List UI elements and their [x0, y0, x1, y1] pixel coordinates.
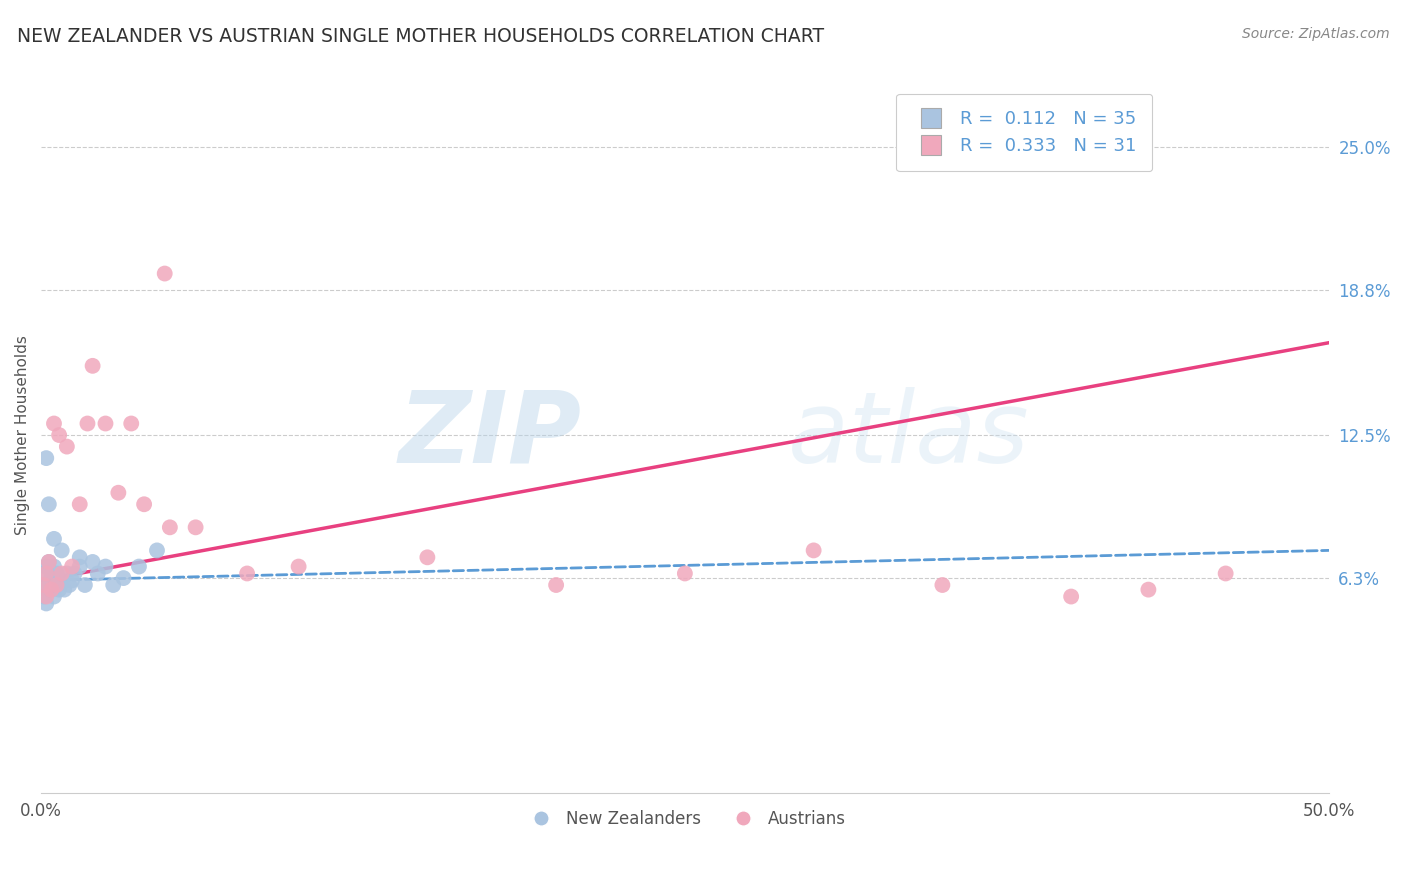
Point — [32, 578, 55, 592]
Point — [416, 550, 439, 565]
Point — [51, 566, 73, 581]
Point — [35, 559, 58, 574]
Point — [69, 550, 91, 565]
Point — [56, 566, 79, 581]
Point — [673, 566, 696, 581]
Point — [45, 578, 67, 592]
Point — [803, 543, 825, 558]
Legend: New Zealanders, Austrians: New Zealanders, Austrians — [517, 803, 852, 834]
Text: NEW ZEALANDER VS AUSTRIAN SINGLE MOTHER HOUSEHOLDS CORRELATION CHART: NEW ZEALANDER VS AUSTRIAN SINGLE MOTHER … — [17, 27, 824, 45]
Point — [82, 359, 104, 373]
Point — [35, 566, 58, 581]
Point — [87, 566, 110, 581]
Point — [51, 574, 73, 588]
Point — [184, 520, 207, 534]
Point — [69, 559, 91, 574]
Point — [153, 267, 176, 281]
Point — [32, 590, 55, 604]
Point — [35, 590, 58, 604]
Point — [38, 497, 60, 511]
Point — [128, 559, 150, 574]
Point — [132, 497, 155, 511]
Point — [69, 497, 91, 511]
Point — [76, 417, 98, 431]
Point — [120, 417, 142, 431]
Text: ZIP: ZIP — [399, 386, 582, 483]
Point — [236, 566, 259, 581]
Point — [73, 578, 96, 592]
Point — [35, 597, 58, 611]
Point — [51, 543, 73, 558]
Point — [42, 590, 65, 604]
Point — [38, 555, 60, 569]
Point — [94, 559, 117, 574]
Text: Source: ZipAtlas.com: Source: ZipAtlas.com — [1241, 27, 1389, 41]
Y-axis label: Single Mother Households: Single Mother Households — [15, 335, 30, 535]
Point — [38, 578, 60, 592]
Point — [32, 566, 55, 581]
Point — [53, 582, 76, 597]
Point — [41, 582, 63, 597]
Point — [287, 559, 309, 574]
Point — [546, 578, 568, 592]
Point — [42, 417, 65, 431]
Point — [159, 520, 181, 534]
Point — [35, 582, 58, 597]
Point — [931, 578, 953, 592]
Point — [60, 559, 83, 574]
Point — [48, 582, 70, 597]
Point — [1215, 566, 1237, 581]
Point — [32, 578, 55, 592]
Point — [94, 417, 117, 431]
Point — [58, 578, 80, 592]
Point — [42, 559, 65, 574]
Point — [41, 582, 63, 597]
Point — [38, 555, 60, 569]
Point — [42, 532, 65, 546]
Point — [41, 571, 63, 585]
Point — [107, 485, 129, 500]
Point — [112, 571, 135, 585]
Point — [48, 428, 70, 442]
Point — [56, 440, 79, 454]
Point — [1137, 582, 1160, 597]
Point — [146, 543, 169, 558]
Point — [60, 574, 83, 588]
Text: atlas: atlas — [787, 386, 1029, 483]
Point — [1060, 590, 1083, 604]
Point — [103, 578, 125, 592]
Point — [82, 555, 104, 569]
Point — [63, 566, 86, 581]
Point — [35, 451, 58, 466]
Point — [45, 578, 67, 592]
Point — [45, 566, 67, 581]
